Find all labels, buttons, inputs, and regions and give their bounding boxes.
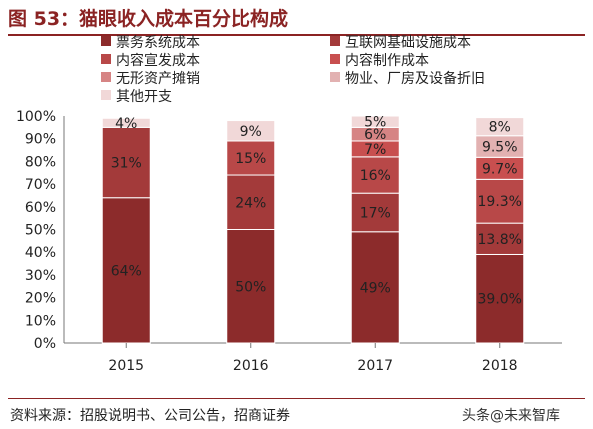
bar-segment <box>475 222 525 255</box>
x-tick-label: 2018 <box>482 358 518 374</box>
y-tick-label: 30% <box>25 268 56 284</box>
y-tick-label: 10% <box>25 313 56 329</box>
title-underline <box>8 34 585 36</box>
bar-segment <box>101 197 151 344</box>
y-tick-label: 50% <box>25 223 56 239</box>
data-label: 24% <box>235 195 266 211</box>
data-label: 19.3% <box>478 194 522 210</box>
x-tick-label: 2017 <box>357 358 393 374</box>
legend-label: 票务系统成本 <box>116 35 200 51</box>
data-label: 64% <box>111 263 142 279</box>
legend-label: 无形资产摊销 <box>116 71 200 87</box>
bar-segment <box>101 126 151 199</box>
data-label: 6% <box>364 127 386 143</box>
bar-segment <box>475 253 525 344</box>
figure-title: 图 53：猫眼收入成本百分比构成 <box>8 8 289 30</box>
bar-segment <box>226 174 276 231</box>
data-label: 16% <box>360 168 391 184</box>
bar-segment <box>101 117 151 128</box>
data-label: 5% <box>364 115 386 131</box>
legend-label: 物业、厂房及设备折旧 <box>345 70 485 87</box>
legend-label: 互联网基础设施成本 <box>345 34 471 51</box>
x-tick-label: 2016 <box>233 358 269 374</box>
bar-segment <box>226 229 276 344</box>
y-tick-label: 60% <box>25 200 56 216</box>
bar-segment <box>350 192 400 233</box>
data-label: 17% <box>360 205 391 221</box>
y-tick-label: 40% <box>25 245 56 261</box>
data-label: 8% <box>489 120 511 136</box>
legend-label: 其他开支 <box>116 89 172 105</box>
legend-label: 内容宣发成本 <box>116 52 200 69</box>
data-label: 9.5% <box>482 140 518 156</box>
legend-swatch <box>101 72 111 82</box>
data-label: 13.8% <box>478 232 522 248</box>
bar-segment <box>226 120 276 142</box>
bar-segment <box>475 117 525 137</box>
source-divider <box>8 398 585 399</box>
legend-swatch <box>330 54 340 64</box>
data-label: 50% <box>235 279 266 295</box>
legend-swatch <box>330 72 340 82</box>
legend-swatch <box>101 36 111 46</box>
data-label: 15% <box>235 151 266 167</box>
data-label: 49% <box>360 280 391 296</box>
y-tick-label: 80% <box>25 154 56 170</box>
data-label: 9.7% <box>482 161 518 177</box>
y-tick-label: 100% <box>16 109 56 125</box>
bar-segment <box>350 115 400 128</box>
source-note: 资料来源：招股说明书、公司公告，招商证券 <box>10 408 290 424</box>
data-label: 39.0% <box>478 292 522 308</box>
legend-label: 内容制作成本 <box>345 52 429 69</box>
watermark: 头条@未来智库 <box>462 408 560 424</box>
data-label: 31% <box>111 156 142 172</box>
y-tick-label: 90% <box>25 132 56 148</box>
stacked-bar-chart: 0% 10% 20% 30% 40% 50% 60% 70% 80% 90% 100% 64% 31% 4… <box>16 34 562 374</box>
y-tick-label: 0% <box>34 336 56 352</box>
data-label: 4% <box>115 116 137 132</box>
y-tick-label: 20% <box>25 291 56 307</box>
legend-swatch <box>330 36 340 46</box>
y-tick-label: 70% <box>25 177 56 193</box>
data-label: 7% <box>364 142 386 158</box>
bar-segment <box>226 140 276 176</box>
x-tick-label: 2015 <box>108 358 144 374</box>
data-label: 9% <box>240 124 262 140</box>
legend-swatch <box>101 54 111 64</box>
legend-swatch <box>101 90 111 100</box>
